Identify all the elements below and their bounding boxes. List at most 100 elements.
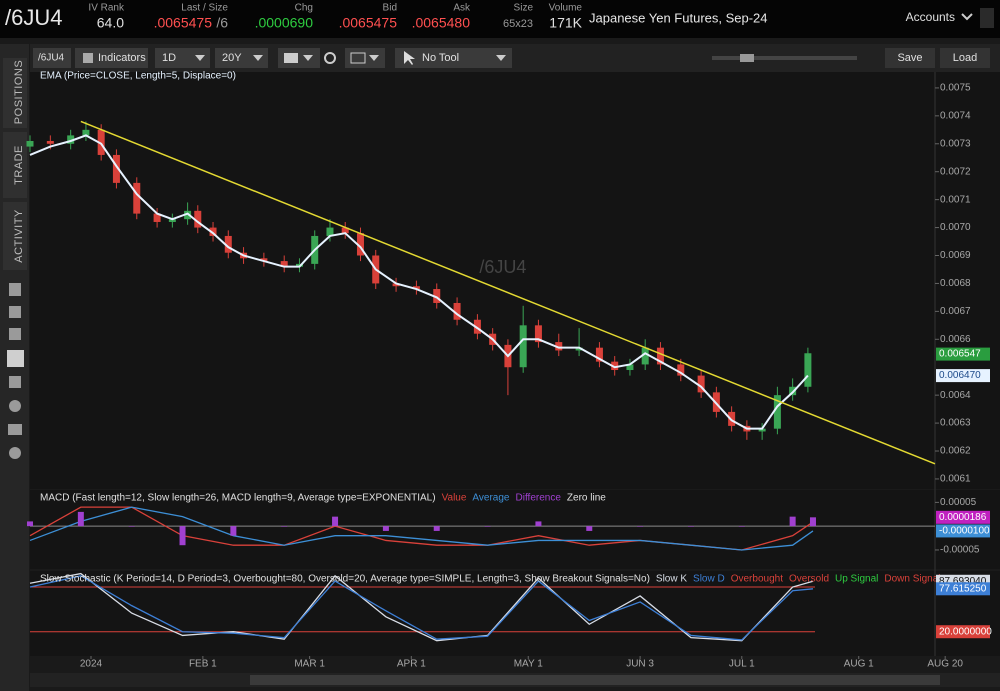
field-label: Last / Size <box>181 3 228 14</box>
tab-bg[interactable] <box>3 132 27 198</box>
x-tick-label: MAY 1 <box>514 659 544 670</box>
load-button[interactable] <box>940 48 990 68</box>
y-tick-label: 0.0069 <box>940 250 971 261</box>
legend-entry: Slow K <box>656 574 687 585</box>
tab-bg[interactable] <box>3 202 27 270</box>
icon[interactable] <box>9 376 21 388</box>
settings-icon[interactable] <box>324 52 336 64</box>
candle-body <box>326 227 334 236</box>
last-value-label: -0.0000100 <box>939 526 990 537</box>
icon[interactable] <box>9 400 21 412</box>
icon[interactable] <box>9 283 21 296</box>
symbol-box[interactable] <box>33 48 71 68</box>
sidebar-tab[interactable]: ACTIVITY <box>13 209 25 263</box>
histogram-bar <box>77 511 84 527</box>
last-value-box <box>936 510 990 524</box>
watermark: /6JU4 <box>479 257 526 277</box>
indicators-button[interactable] <box>75 48 148 68</box>
candle-body <box>804 353 812 387</box>
load-label[interactable]: Load <box>953 52 977 64</box>
zoom-slider[interactable] <box>712 56 857 60</box>
icon[interactable] <box>9 328 21 340</box>
interval-dropdown[interactable] <box>155 48 210 68</box>
icon[interactable] <box>7 350 24 367</box>
legend-entry: Oversold <box>789 574 829 585</box>
candle-body <box>133 182 141 214</box>
level-label: 20.0000000 <box>939 626 992 637</box>
last-value-box <box>936 369 990 383</box>
last-value-box <box>936 347 990 361</box>
x-tick-label: APR 1 <box>397 659 426 670</box>
histogram-bar <box>637 526 644 527</box>
last-value-label: 0.006547 <box>939 349 981 360</box>
macd-panel <box>30 490 1000 569</box>
dropdown-arrow <box>303 55 313 61</box>
dropdown-arrow <box>369 55 379 61</box>
range-dropdown[interactable] <box>215 48 268 68</box>
x-tick-label: JUN 3 <box>626 659 654 670</box>
icon[interactable] <box>9 306 21 318</box>
last-value-label: 0.006470 <box>939 370 981 381</box>
y-tick-label: 0.00005 <box>940 497 977 508</box>
tool-dropdown[interactable] <box>395 48 512 68</box>
icon[interactable] <box>8 424 22 435</box>
header-bar <box>0 0 1000 38</box>
dropdown-arrow <box>253 55 263 61</box>
interval[interactable]: 1D <box>162 52 176 64</box>
histogram-bar <box>433 526 440 531</box>
save-label[interactable]: Save <box>897 52 922 64</box>
histogram-bar <box>484 526 491 527</box>
y-tick-label: -0.00005 <box>940 545 980 556</box>
scroll-thumb[interactable] <box>250 675 940 685</box>
tab-bg[interactable] <box>3 58 27 128</box>
last-value-box <box>936 524 990 538</box>
y-tick-label: 0.0066 <box>940 334 971 345</box>
field-value: 65x23 <box>503 18 533 30</box>
candle-body <box>260 258 268 262</box>
toolbar-symbol[interactable]: /6JU4 <box>38 53 65 64</box>
accounts-menu[interactable]: Accounts <box>906 10 955 24</box>
y-tick-label: 0.0073 <box>940 138 971 149</box>
field-value: 64.0 <box>97 15 124 31</box>
y-tick-label: 0.0061 <box>940 474 971 485</box>
candle-body <box>184 210 192 220</box>
histogram-bar <box>179 526 186 546</box>
candle-body <box>67 135 75 144</box>
histogram-bar <box>128 526 135 527</box>
ema-line <box>29 134 809 430</box>
accounts-chevron[interactable] <box>961 13 973 21</box>
tool[interactable]: No Tool <box>422 52 459 64</box>
legend-entry: Zero line <box>567 493 606 504</box>
candle-body <box>641 347 649 365</box>
legend-entry: Average <box>472 493 510 504</box>
sidebar-tab[interactable]: TRADE <box>13 145 25 185</box>
save-button[interactable] <box>885 48 935 68</box>
field-value: .0000690 <box>255 15 314 31</box>
icon[interactable] <box>9 447 21 459</box>
indicator-title: Slow Stochastic (K Period=14, D Period=3… <box>40 574 650 585</box>
histogram-bar <box>230 526 237 536</box>
indicators-icon <box>83 53 93 63</box>
histogram-bar <box>535 521 542 527</box>
sidebar-tab[interactable]: POSITIONS <box>13 60 25 124</box>
header-scroll[interactable] <box>980 8 994 28</box>
sidebar-icons <box>7 283 24 459</box>
legend-entry: Difference <box>516 493 562 504</box>
field-label: Chg <box>295 3 313 14</box>
field-label: IV Rank <box>88 3 125 14</box>
indicators-label[interactable]: Indicators <box>98 52 146 64</box>
candle-body <box>758 428 766 432</box>
x-tick-label: FEB 1 <box>189 659 217 670</box>
indicator-title: EMA (Price=CLOSE, Length=5, Displace=0) <box>40 71 236 82</box>
last-value-label: 0.0000186 <box>939 512 987 523</box>
range[interactable]: 20Y <box>222 52 242 64</box>
trendline <box>80 120 936 465</box>
field-label: Bid <box>383 3 397 14</box>
zoom-thumb[interactable] <box>740 54 754 62</box>
legend-entry: Value <box>442 493 467 504</box>
layout-icon <box>350 52 366 64</box>
cursor-icon <box>404 51 415 65</box>
candle-body <box>697 375 705 393</box>
x-tick-label: JUL 1 <box>729 659 755 670</box>
